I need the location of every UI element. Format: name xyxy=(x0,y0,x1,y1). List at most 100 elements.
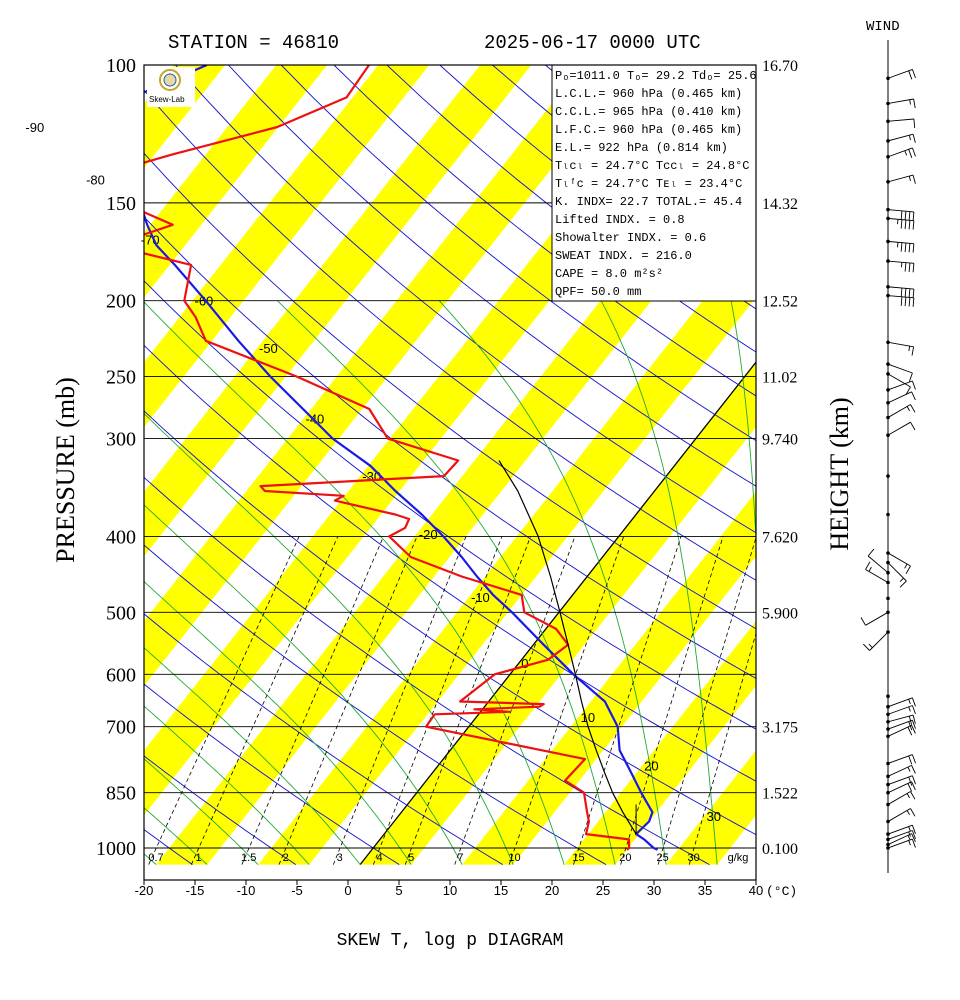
x-tick-label: 35 xyxy=(698,883,712,898)
wind-dot xyxy=(886,388,890,392)
wind-barb-flag xyxy=(860,617,866,626)
height-tick-label: 16.70 xyxy=(762,58,798,75)
index-line: L.F.C.= 960 hPa (0.465 km) xyxy=(555,123,742,137)
wind-barb-flag xyxy=(912,211,915,221)
moist-adiabat xyxy=(144,758,259,865)
thermo-lines xyxy=(144,65,756,865)
mixing-ratio-label: 15 xyxy=(572,852,584,864)
wind-barb-flag xyxy=(910,791,916,800)
wind-dot xyxy=(886,596,890,601)
wind-barb-flag xyxy=(912,220,915,230)
logo: Skew-Lab xyxy=(147,67,195,107)
height-tick-label: 5.900 xyxy=(762,605,798,622)
wind-barb-half xyxy=(906,810,910,816)
isotherm-band xyxy=(258,232,756,865)
pressure-tick-label: 300 xyxy=(106,429,136,451)
wind-barb-flag xyxy=(911,765,916,774)
mixing-ratio-line xyxy=(332,536,467,865)
isotherm-label: 20 xyxy=(644,759,658,774)
parcel-line xyxy=(498,460,637,835)
x-tick-label: -15 xyxy=(186,883,205,898)
wind-barb-flag xyxy=(911,705,916,715)
wind-barb-flag xyxy=(908,243,911,253)
dewpoint-line xyxy=(144,65,631,851)
pressure-tick-label: 700 xyxy=(106,717,136,739)
moist-adiabat xyxy=(144,807,208,865)
wind-barb-flag xyxy=(904,211,907,221)
y2-axis-title: HEIGHT (km) xyxy=(825,397,854,550)
mixing-ratio-unit: g/kg xyxy=(728,852,749,864)
mixing-ratio-line xyxy=(278,536,418,865)
index-line: K. INDX= 22.7 TOTAL.= 45.4 xyxy=(555,195,742,209)
x-tick-label: 40 xyxy=(749,883,763,898)
pressure-axis: 100 150 200 250 300 400 500 600 700 850 1000 xyxy=(96,55,136,860)
x-tick-label: 25 xyxy=(596,883,610,898)
wind-barb-flag xyxy=(908,288,911,298)
wind-barb-half xyxy=(906,406,910,412)
moist-adiabat xyxy=(144,504,463,865)
height-tick-label: 1.522 xyxy=(762,786,798,803)
wind-barb-flag xyxy=(908,220,911,230)
height-tick-label: 7.620 xyxy=(762,529,798,546)
wind-barb xyxy=(887,98,914,104)
wind-barb-half xyxy=(909,99,911,105)
dry-adiabat xyxy=(228,65,756,487)
wind-barb xyxy=(887,421,911,436)
wind-barb-half xyxy=(899,577,904,583)
datetime-label: 2025-06-17 0000 UTC xyxy=(484,32,701,54)
mixing-ratio-label: 30 xyxy=(687,852,699,864)
height-axis: 16.70 14.32 12.52 11.02 9.740 7.620 5.900 3.175… xyxy=(762,58,798,858)
wind-barb-half xyxy=(868,566,872,572)
wind-barb-flag xyxy=(867,548,875,557)
index-line: Tₗᴄₗ = 24.7°C Tᴄᴄₗ = 24.8°C xyxy=(555,159,750,173)
wind-barb xyxy=(887,830,913,840)
mixing-ratio-label: 3 xyxy=(337,852,343,864)
wind-barb-half xyxy=(907,835,911,840)
wind-barb-flag xyxy=(904,288,907,298)
temperature-axis: -20 -15 -10 -5 0 5 10 15 20 25 30 35 40 xyxy=(135,880,763,898)
x-tick-label: 5 xyxy=(395,883,402,898)
wind-barb-flag xyxy=(910,421,916,431)
moist-adiabat xyxy=(144,580,412,865)
dry-adiabat xyxy=(280,65,756,442)
wind-barb xyxy=(887,118,914,122)
isotherm-label: 30 xyxy=(707,809,721,824)
wind-dot xyxy=(886,512,890,517)
dry-adiabat xyxy=(144,410,756,836)
index-line: L.C.L.= 960 hPa (0.465 km) xyxy=(555,87,742,101)
wind-barb-half xyxy=(908,826,911,832)
wind-label: WIND xyxy=(866,19,900,35)
moist-adiabat xyxy=(144,705,310,865)
wind-barb xyxy=(887,824,913,835)
wind-barb-half xyxy=(897,242,899,248)
wind-barb-flag xyxy=(912,714,916,724)
wind-barb xyxy=(887,260,914,264)
mixing-ratio-label: 7 xyxy=(457,852,463,864)
mixing-ratio-label: 20 xyxy=(619,852,631,864)
moist-adiabat xyxy=(144,412,514,865)
logo-text: Skew-Lab xyxy=(149,95,185,104)
mixing-ratio-line xyxy=(372,536,503,865)
index-line: Lifted INDX. = 0.8 xyxy=(555,213,685,227)
wind-barb-half xyxy=(897,219,899,225)
mixing-ratio-label: 2 xyxy=(283,852,289,864)
mixing-ratio-line xyxy=(454,536,576,865)
height-tick-label: 14.32 xyxy=(762,196,798,213)
wind-barb xyxy=(887,295,914,299)
wind-barb-half xyxy=(908,840,911,846)
wind-barb-half xyxy=(908,175,911,182)
wind-barb-flag xyxy=(911,833,916,842)
wind-barb-flag xyxy=(908,297,911,307)
wind-barb-half xyxy=(904,150,908,156)
wind-barb xyxy=(867,555,889,574)
mixing-ratio-line xyxy=(191,536,339,865)
height-tick-label: 12.52 xyxy=(762,294,798,311)
isotherm-label: -10 xyxy=(471,590,490,605)
pressure-tick-label: 150 xyxy=(106,193,136,215)
wind-barb xyxy=(887,754,913,764)
index-line: Showalter INDX. = 0.6 xyxy=(555,231,706,245)
isotherm-label: -50 xyxy=(259,341,278,356)
dry-adiabat xyxy=(144,613,503,865)
index-line: C.C.L.= 965 hPa (0.410 km) xyxy=(555,105,742,119)
